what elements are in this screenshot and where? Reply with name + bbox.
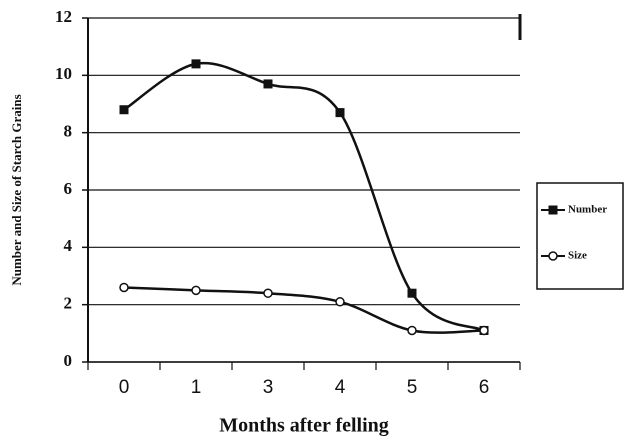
marker: [479, 325, 489, 336]
y-axis-label: Number and Size of Starch Grains: [9, 94, 24, 285]
y-tick-label: 12: [55, 7, 72, 26]
legend-label: Size: [568, 250, 587, 262]
marker: [119, 282, 129, 293]
y-tick-label: 6: [64, 179, 73, 198]
marker: [335, 297, 345, 307]
marker: [263, 288, 273, 298]
x-tick-label: 6: [479, 377, 490, 398]
legend-label: Number: [568, 204, 607, 216]
y-tick-label: 0: [64, 351, 73, 370]
x-axis-label: Months after felling: [219, 415, 389, 437]
marker: [263, 79, 273, 89]
x-tick-label: 4: [335, 377, 346, 398]
legend-marker: [548, 251, 558, 261]
y-tick-label: 10: [55, 64, 72, 83]
x-tick-label: 5: [407, 377, 418, 398]
marker: [119, 105, 129, 115]
y-tick-label: 2: [64, 294, 73, 313]
marker: [407, 288, 417, 298]
legend-box: [536, 182, 624, 290]
series-line: [123, 286, 485, 334]
y-tick-label: 8: [64, 122, 73, 141]
marker: [335, 108, 345, 118]
x-tick-label: 3: [263, 377, 274, 398]
marker: [191, 285, 201, 296]
y-tick-label: 4: [64, 236, 73, 255]
marker: [407, 325, 417, 336]
x-tick-label: 0: [119, 377, 130, 398]
x-tick-label: 1: [191, 377, 202, 398]
marker: [191, 59, 201, 69]
legend-marker: [548, 205, 558, 215]
